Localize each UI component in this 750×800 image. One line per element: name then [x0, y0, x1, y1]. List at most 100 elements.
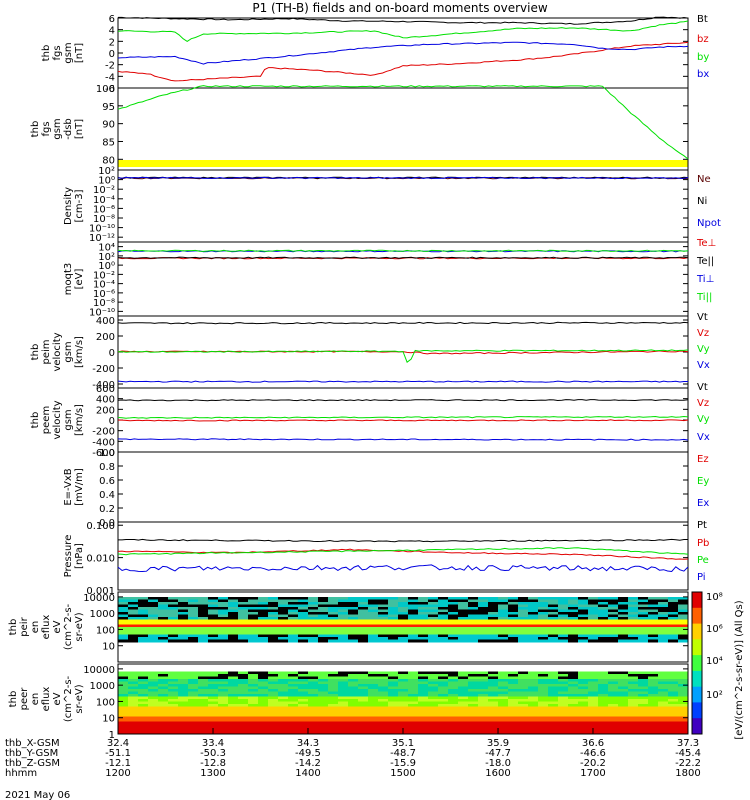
spectrogram-cell — [198, 704, 209, 707]
spectrogram-cell — [168, 689, 179, 692]
spectrogram-cell — [318, 701, 329, 705]
y-axis-label: gsm — [63, 409, 74, 430]
spectrogram-cell — [298, 731, 309, 735]
spectrogram-cell — [448, 632, 459, 635]
spectrogram-cell — [338, 731, 349, 735]
spectrogram-cell — [268, 639, 279, 643]
spectrogram-cell — [118, 599, 129, 603]
spectrogram-cell — [358, 634, 369, 638]
footer-value: 1700 — [580, 768, 605, 779]
spectrogram-cell — [458, 629, 469, 633]
spectrogram-cell — [568, 632, 579, 635]
spectrogram-cell — [258, 634, 269, 638]
spectrogram-cell — [148, 674, 159, 677]
y-tick-label: 95 — [102, 102, 115, 113]
spectrogram-cell — [428, 716, 439, 720]
spectrogram-cell — [378, 681, 389, 685]
spectrogram-cell — [528, 679, 539, 682]
spectrogram-cell — [348, 701, 359, 705]
spectrogram-cell — [278, 602, 289, 605]
spectrogram-cell — [238, 691, 249, 695]
spectrogram-cell — [328, 714, 339, 717]
spectrogram-cell — [648, 724, 659, 727]
spectrogram-cell — [188, 721, 199, 725]
spectrogram-cell — [258, 617, 269, 620]
spectrogram-cell — [158, 681, 169, 685]
spectrogram-cell — [128, 609, 139, 613]
spectrogram-cell — [568, 679, 579, 682]
spectrogram-cell — [598, 674, 609, 677]
spectrogram-cell — [188, 729, 199, 732]
spectrogram-cell — [378, 721, 389, 725]
spectrogram-cell — [598, 614, 609, 618]
spectrogram-cell — [638, 612, 649, 615]
spectrogram-cell — [218, 731, 229, 735]
spectrogram-cell — [128, 721, 139, 725]
spectrogram-cell — [218, 671, 229, 675]
spectrogram-cell — [458, 612, 469, 615]
spectrogram-cell — [428, 679, 439, 682]
spectrogram-cell — [468, 729, 479, 732]
spectrogram-cell — [238, 716, 249, 720]
spectrogram-cell — [638, 691, 649, 695]
spectrogram-cell — [188, 624, 199, 628]
spectrogram-cell — [678, 634, 689, 638]
spectrogram-cell — [668, 726, 679, 730]
spectrogram-cell — [408, 709, 419, 712]
spectrogram-cell — [328, 671, 339, 675]
spectrogram-cell — [338, 671, 349, 675]
spectrogram-cell — [158, 721, 169, 725]
spectrogram-cell — [208, 721, 219, 725]
spectrogram-cell — [578, 694, 589, 697]
spectrogram-cell — [238, 726, 249, 730]
spectrogram-cell — [528, 632, 539, 635]
spectrogram-cell — [408, 681, 419, 685]
spectrogram-cell — [498, 632, 509, 635]
spectrogram-cell — [308, 634, 319, 638]
spectrogram-cell — [578, 711, 589, 715]
spectrogram-cell — [358, 719, 369, 722]
spectrogram-cell — [378, 694, 389, 697]
spectrogram-cell — [638, 617, 649, 620]
spectrogram-cell — [408, 684, 419, 687]
spectrogram-cell — [308, 694, 319, 697]
spectrogram-cell — [448, 699, 459, 702]
spectrogram-cell — [298, 671, 309, 675]
spectrogram-cell — [578, 724, 589, 727]
spectrogram-cell — [568, 729, 579, 732]
spectrogram-cell — [468, 679, 479, 682]
spectrogram-cell — [298, 704, 309, 707]
spectrogram-cell — [638, 629, 649, 633]
spectrogram-cell — [368, 724, 379, 727]
spectrogram-cell — [388, 671, 399, 675]
spectrogram-cell — [278, 706, 289, 710]
spectrogram-cell — [418, 684, 429, 687]
spectrogram-cell — [628, 637, 639, 640]
spectrogram-cell — [278, 699, 289, 702]
spectrogram-cell — [658, 627, 669, 630]
spectrogram-cell — [238, 602, 249, 605]
spectrogram-cell — [498, 711, 509, 715]
legend-entry: Vy — [697, 344, 710, 355]
spectrogram-cell — [328, 709, 339, 712]
spectrogram-cell — [168, 711, 179, 715]
spectrogram-cell — [478, 694, 489, 697]
spectrogram-cell — [488, 676, 499, 680]
spectrogram-cell — [118, 634, 129, 638]
spectrogram-cell — [678, 711, 689, 715]
spectrogram-cell — [288, 622, 299, 625]
spectrogram-cell — [678, 637, 689, 640]
spectrogram-cell — [268, 709, 279, 712]
spectrogram-cell — [438, 719, 449, 722]
spectrogram-cell — [558, 731, 569, 735]
spectrogram-cell — [388, 696, 399, 700]
spectrogram-cell — [648, 684, 659, 687]
spectrogram-cell — [458, 609, 469, 613]
spectrogram-cell — [328, 624, 339, 628]
footer-value: 1200 — [105, 768, 130, 779]
spectrogram-cell — [278, 724, 289, 727]
spectrogram-cell — [228, 629, 239, 633]
spectrogram-cell — [238, 679, 249, 682]
spectrogram-cell — [238, 614, 249, 618]
